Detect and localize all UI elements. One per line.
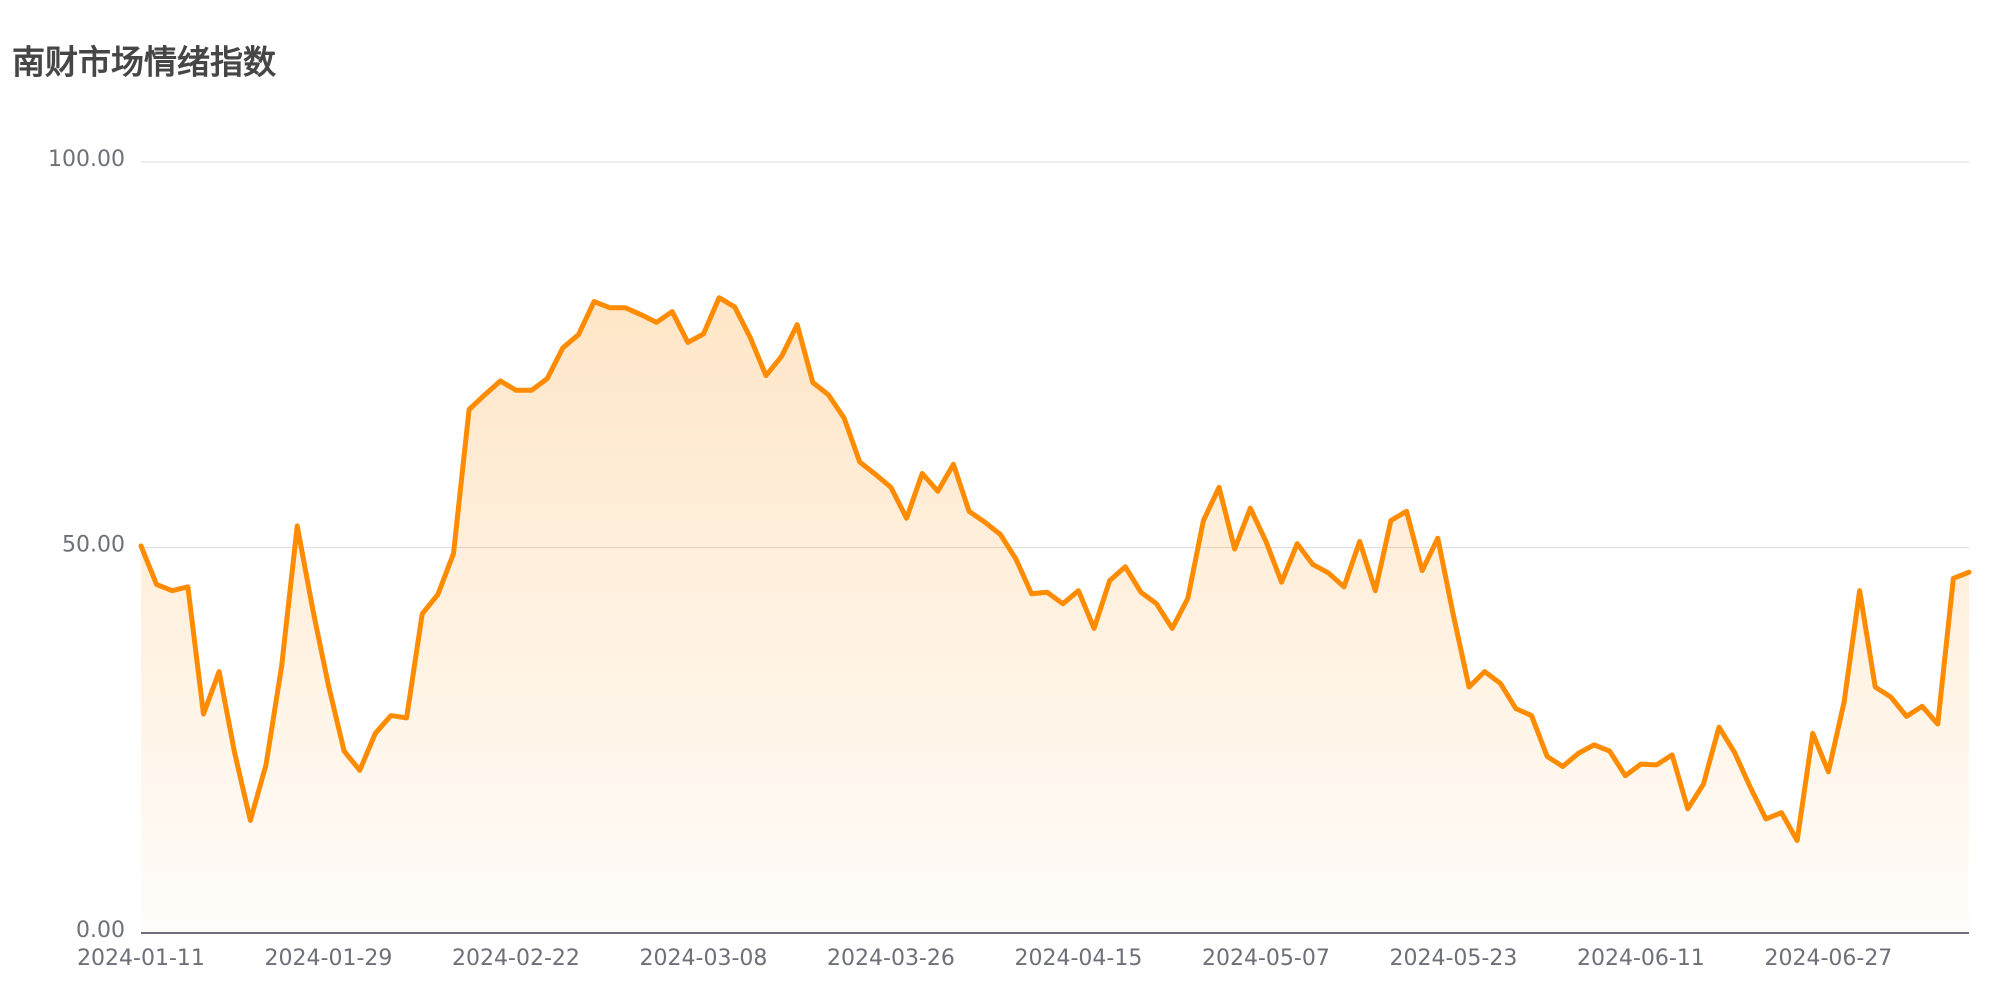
chart-title: 南财市场情绪指数 [12, 43, 277, 82]
y-tick-label: 0.00 [76, 918, 125, 943]
x-tick-label: 2024-04-15 [1015, 946, 1143, 971]
x-tick-label: 2024-03-08 [640, 946, 768, 971]
x-tick-label: 2024-05-07 [1202, 946, 1330, 971]
x-tick-label: 2024-02-22 [452, 946, 580, 971]
x-tick-label: 2024-06-11 [1577, 946, 1705, 971]
x-tick-label: 2024-06-27 [1764, 946, 1892, 971]
area [141, 297, 1969, 933]
y-tick-label: 50.00 [62, 533, 125, 558]
x-tick-label: 2024-03-26 [827, 946, 955, 971]
y-tick-label: 100.00 [48, 147, 125, 172]
x-tick-label: 2024-01-11 [77, 946, 205, 971]
line [138, 295, 1972, 843]
x-tick-label: 2024-05-23 [1389, 946, 1517, 971]
x-tick-label: 2024-01-29 [265, 946, 393, 971]
